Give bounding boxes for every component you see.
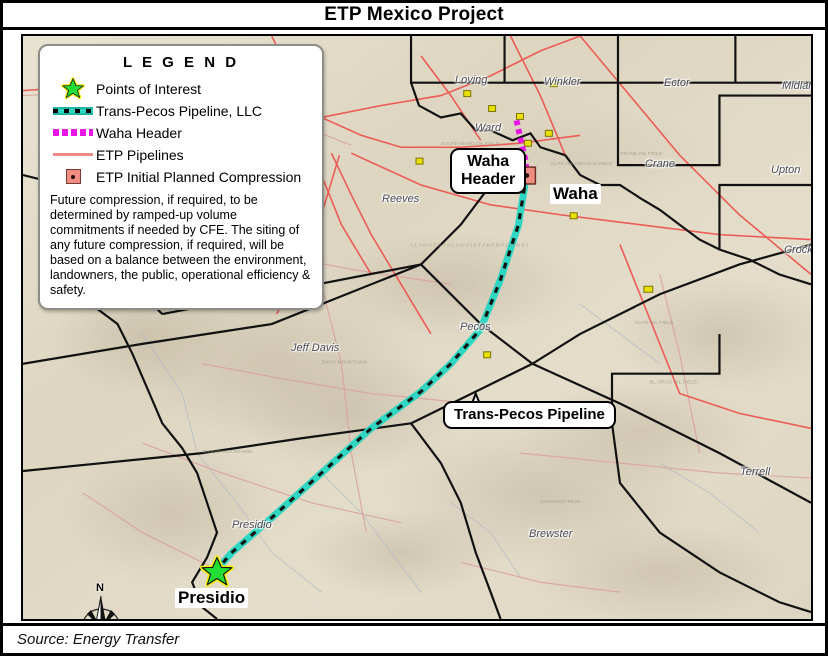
county-label: Reeves [382, 193, 420, 205]
legend-label-etp-pipelines: ETP Pipelines [96, 146, 184, 163]
county-label: Terrell [740, 466, 771, 478]
oilfield-annotations: SOUTH WARD OIL FIELD SLITE OIL AND GAS F… [202, 141, 697, 505]
legend-note: Future compression, if required, to be d… [50, 193, 311, 297]
callout-trans-pecos-pipeline: Trans-Pecos Pipeline [443, 401, 616, 429]
svg-text:L L A N O E S T A C A D O: L L A N O E S T A C A D O ( S T A K E D … [411, 243, 528, 249]
county-label: Loving [455, 74, 488, 86]
legend-heading: L E G E N D [122, 54, 240, 71]
svg-text:SLITE OIL AND GAS FIELD: SLITE OIL AND GAS FIELD [550, 161, 612, 167]
svg-text:CHINATI MOUNTAINS: CHINATI MOUNTAINS [202, 449, 253, 455]
county-label: Ward [475, 122, 502, 134]
scale-bar: 0 10 20 30 Miles [633, 619, 805, 621]
county-label: Upton [771, 164, 801, 176]
point-label-waha: Waha [550, 184, 601, 204]
county-label: Brewster [529, 528, 573, 540]
callout-waha-header: Waha Header [450, 148, 527, 194]
legend-label-compression: ETP Initial Planned Compression [96, 168, 302, 185]
map-legend: L E G E N D Points of Interest Trans-Pec… [38, 44, 324, 310]
county-label: Presidio [232, 519, 272, 531]
star-icon [50, 76, 96, 99]
county-label: Pecos [460, 321, 491, 333]
svg-text:SANTIAGO PEAK: SANTIAGO PEAK [540, 499, 581, 505]
legend-label-waha-header: Waha Header [96, 124, 182, 141]
svg-text:EL ORCO OIL FIELD: EL ORCO OIL FIELD [650, 380, 697, 386]
county-label: Crockett [784, 244, 813, 256]
trans-pecos-pipeline [215, 174, 530, 571]
county-label: Winkler [544, 76, 581, 88]
source-credit: Source: Energy Transfer [17, 631, 180, 648]
legend-item-trans-pecos-pipeline: Trans-Pecos Pipeline, LLC [50, 100, 312, 121]
figure-title-bar: ETP Mexico Project [3, 3, 825, 30]
county-label: Crane [645, 158, 675, 170]
svg-text:DAVIS MOUNTAINS: DAVIS MOUNTAINS [321, 360, 367, 366]
presidio-star-marker [199, 555, 235, 587]
svg-text:SLITE OIL FIELD: SLITE OIL FIELD [635, 320, 674, 326]
compass-label-north: N [96, 582, 104, 594]
legend-item-compression: ETP Initial Planned Compression [50, 166, 312, 187]
figure-source-bar: Source: Energy Transfer [3, 623, 825, 653]
map-frame[interactable]: SOUTH WARD OIL FIELD SLITE OIL AND GAS F… [21, 34, 813, 621]
map-canvas: SOUTH WARD OIL FIELD SLITE OIL AND GAS F… [23, 36, 811, 619]
county-label: Ector [664, 77, 690, 89]
point-label-presidio: Presidio [175, 588, 249, 608]
county-label: Midland [782, 80, 811, 92]
legend-item-waha-header: Waha Header [50, 122, 312, 143]
etp-line-icon [50, 146, 96, 164]
pipeline-dash-icon [50, 102, 96, 120]
page-title: ETP Mexico Project [324, 4, 504, 25]
county-borders [23, 36, 811, 619]
svg-text:CRANE OIL FIELD: CRANE OIL FIELD [620, 151, 663, 157]
legend-item-points-of-interest: Points of Interest [50, 76, 312, 99]
compass-rose: N E S W [61, 582, 141, 619]
waha-header-dash-icon [50, 124, 96, 142]
county-label: Jeff Davis [291, 342, 340, 354]
compass-icon [83, 595, 119, 619]
compression-square-icon [50, 168, 96, 186]
legend-item-etp-pipelines: ETP Pipelines [50, 144, 312, 165]
svg-text:SOUTH WARD OIL FIELD: SOUTH WARD OIL FIELD [441, 141, 500, 147]
legend-label-points-of-interest: Points of Interest [96, 80, 202, 97]
legend-label-trans-pecos-pipeline: Trans-Pecos Pipeline, LLC [96, 102, 263, 119]
